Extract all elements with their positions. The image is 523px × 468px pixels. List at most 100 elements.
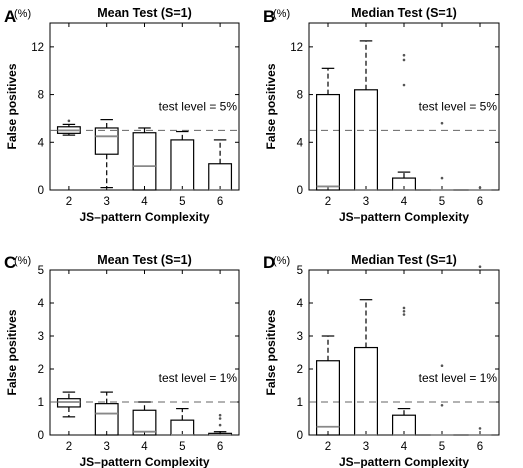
outlier-point <box>402 306 406 310</box>
outlier-point <box>402 83 406 87</box>
reference-line-label: test level = 1% <box>419 371 498 385</box>
box-plot-5 <box>430 364 454 436</box>
y-tick-label: 8 <box>297 90 303 102</box>
box <box>354 89 379 191</box>
box-plot-3 <box>94 391 119 436</box>
box-plot-3 <box>354 40 379 191</box>
outlier-point <box>402 58 406 62</box>
box-plot-4 <box>132 401 157 436</box>
box-plot-4 <box>132 127 157 191</box>
x-tick-label: 5 <box>439 441 445 453</box>
y-tick-label: 1 <box>297 397 303 409</box>
chart-title: Mean Test (S=1) <box>97 253 192 267</box>
x-tick-label: 6 <box>477 196 483 208</box>
x-tick-label: 2 <box>325 441 331 453</box>
y-unit-label: (%) <box>14 255 31 267</box>
y-tick-label: 0 <box>297 430 303 442</box>
box <box>170 139 195 191</box>
outlier-point <box>67 119 71 123</box>
box <box>132 409 157 436</box>
y-tick-label: 4 <box>297 137 304 149</box>
y-tick-label: 5 <box>297 265 303 277</box>
y-tick-label: 4 <box>297 298 304 310</box>
outlier-point <box>402 313 406 316</box>
y-tick-label: 4 <box>38 298 45 310</box>
y-tick-label: 2 <box>297 364 303 376</box>
panel-label: A <box>4 7 16 26</box>
box-plot-6 <box>208 139 233 191</box>
outlier-point <box>218 417 222 420</box>
y-axis-label: False positives <box>264 63 278 149</box>
outlier-point <box>440 176 444 180</box>
x-tick-label: 4 <box>141 441 148 453</box>
outlier-point <box>440 364 444 368</box>
x-tick-label: 4 <box>401 441 408 453</box>
y-unit-label: (%) <box>14 8 31 20</box>
y-unit-label: (%) <box>273 255 290 267</box>
box <box>132 132 157 191</box>
x-tick-label: 3 <box>363 441 369 453</box>
box-plot-5 <box>170 130 195 191</box>
x-axis-label: JS–pattern Complexity <box>339 455 469 468</box>
panel-b: B Median Test (S=1) (%) False positives JS–p… <box>263 6 500 224</box>
y-tick-label: 12 <box>31 42 44 54</box>
outlier-point <box>218 423 222 427</box>
chart-title: Mean Test (S=1) <box>97 6 192 20</box>
box-plot-3 <box>94 119 119 189</box>
box-plot-4 <box>392 53 417 191</box>
outlier-point <box>478 265 482 269</box>
box-plot-4 <box>392 306 417 436</box>
box-plot-6 <box>468 186 492 191</box>
x-tick-label: 5 <box>179 196 185 208</box>
x-tick-label: 2 <box>66 196 72 208</box>
y-tick-label: 5 <box>38 265 44 277</box>
box <box>354 346 379 436</box>
box <box>316 93 341 191</box>
x-tick-label: 2 <box>66 441 72 453</box>
panel-d: D Median Test (S=1) (%) False positives JS–p… <box>263 253 500 468</box>
box <box>94 403 119 436</box>
reference-line-label: test level = 5% <box>419 99 498 113</box>
outlier-point <box>478 186 482 189</box>
y-axis-label: False positives <box>5 309 19 395</box>
y-tick-label: 3 <box>38 331 44 343</box>
box-plot-5 <box>430 121 454 191</box>
x-tick-label: 6 <box>217 441 223 453</box>
y-tick-label: 3 <box>297 331 303 343</box>
y-unit-label: (%) <box>273 8 290 20</box>
y-axis-label: False positives <box>5 63 19 149</box>
box-plot-6 <box>468 265 492 436</box>
box-plot-3 <box>354 299 379 436</box>
x-tick-label: 3 <box>103 441 109 453</box>
box-plot-2 <box>316 335 341 436</box>
reference-line-label: test level = 1% <box>159 371 238 385</box>
y-tick-label: 8 <box>38 90 44 102</box>
outlier-point <box>478 427 482 430</box>
y-tick-label: 2 <box>38 364 44 376</box>
outlier-point <box>402 309 406 313</box>
y-axis-label: False positives <box>264 309 278 395</box>
outlier-point <box>440 404 444 407</box>
outlier-point <box>218 413 222 417</box>
x-axis-label: JS–pattern Complexity <box>339 210 469 224</box>
y-tick-label: 0 <box>297 185 303 197</box>
box-plot-2 <box>56 119 81 136</box>
panel-a: A Mean Test (S=1) (%) False positives JS–pat… <box>4 6 240 224</box>
x-tick-label: 3 <box>363 196 369 208</box>
x-tick-label: 5 <box>179 441 185 453</box>
panel-c: C Mean Test (S=1) (%) False positives JS–pat… <box>4 253 240 468</box>
x-axis-label: JS–pattern Complexity <box>79 210 209 224</box>
x-tick-label: 6 <box>217 196 223 208</box>
panel-label: D <box>263 253 275 272</box>
y-tick-label: 1 <box>38 397 44 409</box>
box <box>94 127 119 155</box>
x-tick-label: 3 <box>103 196 109 208</box>
x-tick-label: 6 <box>477 441 483 453</box>
x-tick-label: 2 <box>325 196 331 208</box>
chart-title: Median Test (S=1) <box>351 253 457 267</box>
outlier-point <box>402 53 406 57</box>
x-tick-label: 5 <box>439 196 445 208</box>
reference-line-label: test level = 5% <box>159 99 238 113</box>
box-plot-2 <box>316 67 341 191</box>
